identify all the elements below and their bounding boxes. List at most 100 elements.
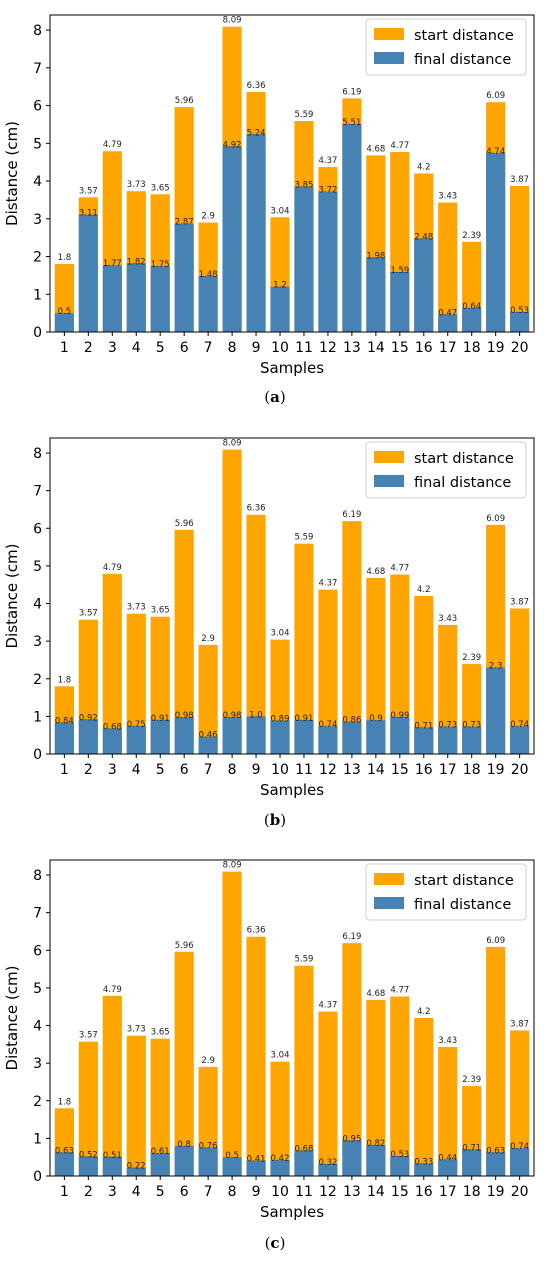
data-label-final-5: 0.61 [151, 1147, 170, 1157]
bar-start-3 [102, 573, 122, 754]
data-label-start-4: 3.73 [127, 603, 146, 613]
data-label-final-12: 0.32 [318, 1158, 337, 1168]
bar-start-3 [102, 995, 122, 1176]
data-label-start-15: 4.77 [390, 564, 409, 574]
data-label-start-16: 4.2 [417, 163, 431, 173]
data-label-start-8: 8.09 [223, 16, 242, 26]
bar-final-7 [198, 736, 218, 754]
bar-start-20 [510, 185, 530, 332]
y-tick-label-7: 7 [33, 61, 42, 77]
x-tick-label-13: 13 [343, 340, 361, 356]
data-label-final-6: 0.98 [175, 711, 194, 721]
data-label-start-12: 4.37 [318, 156, 337, 166]
x-tick-label-1: 1 [60, 340, 69, 356]
data-label-final-17: 0.44 [438, 1153, 457, 1163]
data-label-start-5: 3.65 [151, 183, 170, 193]
x-tick-label-17: 17 [439, 1184, 457, 1200]
y-tick-label-3: 3 [33, 212, 42, 228]
bar-final-16 [414, 727, 434, 754]
y-tick-label-1: 1 [33, 709, 42, 725]
legend-label-final: final distance [414, 475, 511, 491]
chart-panel-b: 1.8 0.84 3.57 0.92 4.79 0.68 3.73 0.75 3.65 0.91 5… [0, 422, 550, 844]
y-tick-label-0: 0 [33, 325, 42, 341]
data-label-final-18: 0.73 [462, 721, 481, 731]
data-label-start-7: 2.9 [201, 1056, 215, 1066]
y-tick-label-1: 1 [33, 1131, 42, 1147]
x-tick-label-16: 16 [415, 1184, 433, 1200]
x-tick-label-10: 10 [271, 340, 289, 356]
chart-svg-a: 1.8 0.5 3.57 3.11 4.79 1.77 3.73 1.82 3.65 1.75 5.… [3, 14, 535, 377]
bar-final-3 [102, 728, 122, 754]
x-tick-label-4: 4 [132, 340, 141, 356]
data-label-final-4: 1.82 [127, 257, 146, 267]
bar-final-18 [462, 726, 482, 754]
legend-label-start: start distance [414, 873, 514, 889]
data-label-final-20: 0.53 [510, 306, 529, 316]
bar-start-5 [150, 616, 170, 754]
bar-start-11 [294, 965, 314, 1176]
bar-start-17 [438, 1046, 458, 1176]
data-label-start-3: 4.79 [103, 985, 122, 995]
x-tick-label-14: 14 [367, 340, 385, 356]
bar-final-13 [342, 721, 362, 754]
x-tick-label-18: 18 [463, 340, 481, 356]
data-label-final-7: 0.46 [199, 731, 218, 741]
data-label-start-8: 8.09 [223, 861, 242, 871]
y-tick-label-8: 8 [33, 23, 42, 39]
data-label-final-1: 0.63 [55, 1146, 74, 1156]
bar-final-4 [126, 725, 146, 754]
data-label-start-17: 3.43 [438, 614, 457, 624]
data-label-start-2: 3.57 [79, 1031, 98, 1041]
x-tick-label-6: 6 [180, 1184, 189, 1200]
bar-start-6 [174, 529, 194, 754]
bar-start-8 [222, 871, 242, 1176]
data-label-final-12: 0.74 [318, 720, 337, 730]
data-label-final-18: 0.71 [462, 1143, 481, 1153]
x-tick-label-10: 10 [271, 1184, 289, 1200]
bar-final-20 [510, 726, 530, 754]
bar-start-8 [222, 449, 242, 754]
bar-start-17 [438, 624, 458, 754]
bar-start-12 [318, 589, 338, 754]
x-tick-label-9: 9 [252, 340, 261, 356]
data-label-start-14: 4.68 [366, 144, 385, 154]
x-tick-label-11: 11 [295, 762, 313, 778]
y-axis-label: Distance (cm) [3, 544, 21, 649]
caption-c: (c) [264, 1234, 286, 1252]
y-tick-label-5: 5 [33, 136, 42, 152]
bar-start-20 [510, 608, 530, 754]
plot-frame [49, 437, 535, 755]
data-label-start-11: 5.59 [295, 533, 314, 543]
data-label-start-3: 4.79 [103, 140, 122, 150]
legend-label-final: final distance [414, 52, 511, 68]
data-label-start-4: 3.73 [127, 180, 146, 190]
data-label-start-6: 5.96 [175, 519, 194, 529]
x-tick-label-11: 11 [295, 340, 313, 356]
data-label-final-3: 0.68 [103, 722, 122, 732]
data-label-final-18: 0.64 [462, 302, 481, 312]
x-tick-label-6: 6 [180, 762, 189, 778]
legend-label-start: start distance [414, 451, 514, 467]
x-tick-label-20: 20 [511, 340, 529, 356]
data-label-start-9: 6.36 [247, 504, 266, 514]
y-tick-label-3: 3 [33, 1056, 42, 1072]
x-tick-label-14: 14 [367, 1184, 385, 1200]
bar-final-19 [486, 153, 506, 332]
legend-swatch-final [374, 897, 404, 909]
bar-final-5 [150, 265, 170, 332]
data-label-final-17: 0.73 [438, 721, 457, 731]
bar-final-2 [78, 719, 98, 754]
bar-final-3 [102, 265, 122, 332]
data-label-final-11: 3.85 [295, 181, 314, 191]
bar-final-20 [510, 1148, 530, 1176]
bar-start-15 [390, 996, 410, 1176]
bar-final-6 [174, 1145, 194, 1176]
bar-final-12 [318, 191, 338, 332]
bar-final-1 [54, 313, 74, 332]
x-axis-label: Samples [260, 1203, 324, 1221]
data-label-final-19: 0.63 [486, 1146, 505, 1156]
data-label-start-15: 4.77 [390, 986, 409, 996]
data-label-start-13: 6.19 [342, 932, 361, 942]
data-label-final-16: 0.33 [414, 1158, 433, 1168]
bar-start-19 [486, 946, 506, 1176]
